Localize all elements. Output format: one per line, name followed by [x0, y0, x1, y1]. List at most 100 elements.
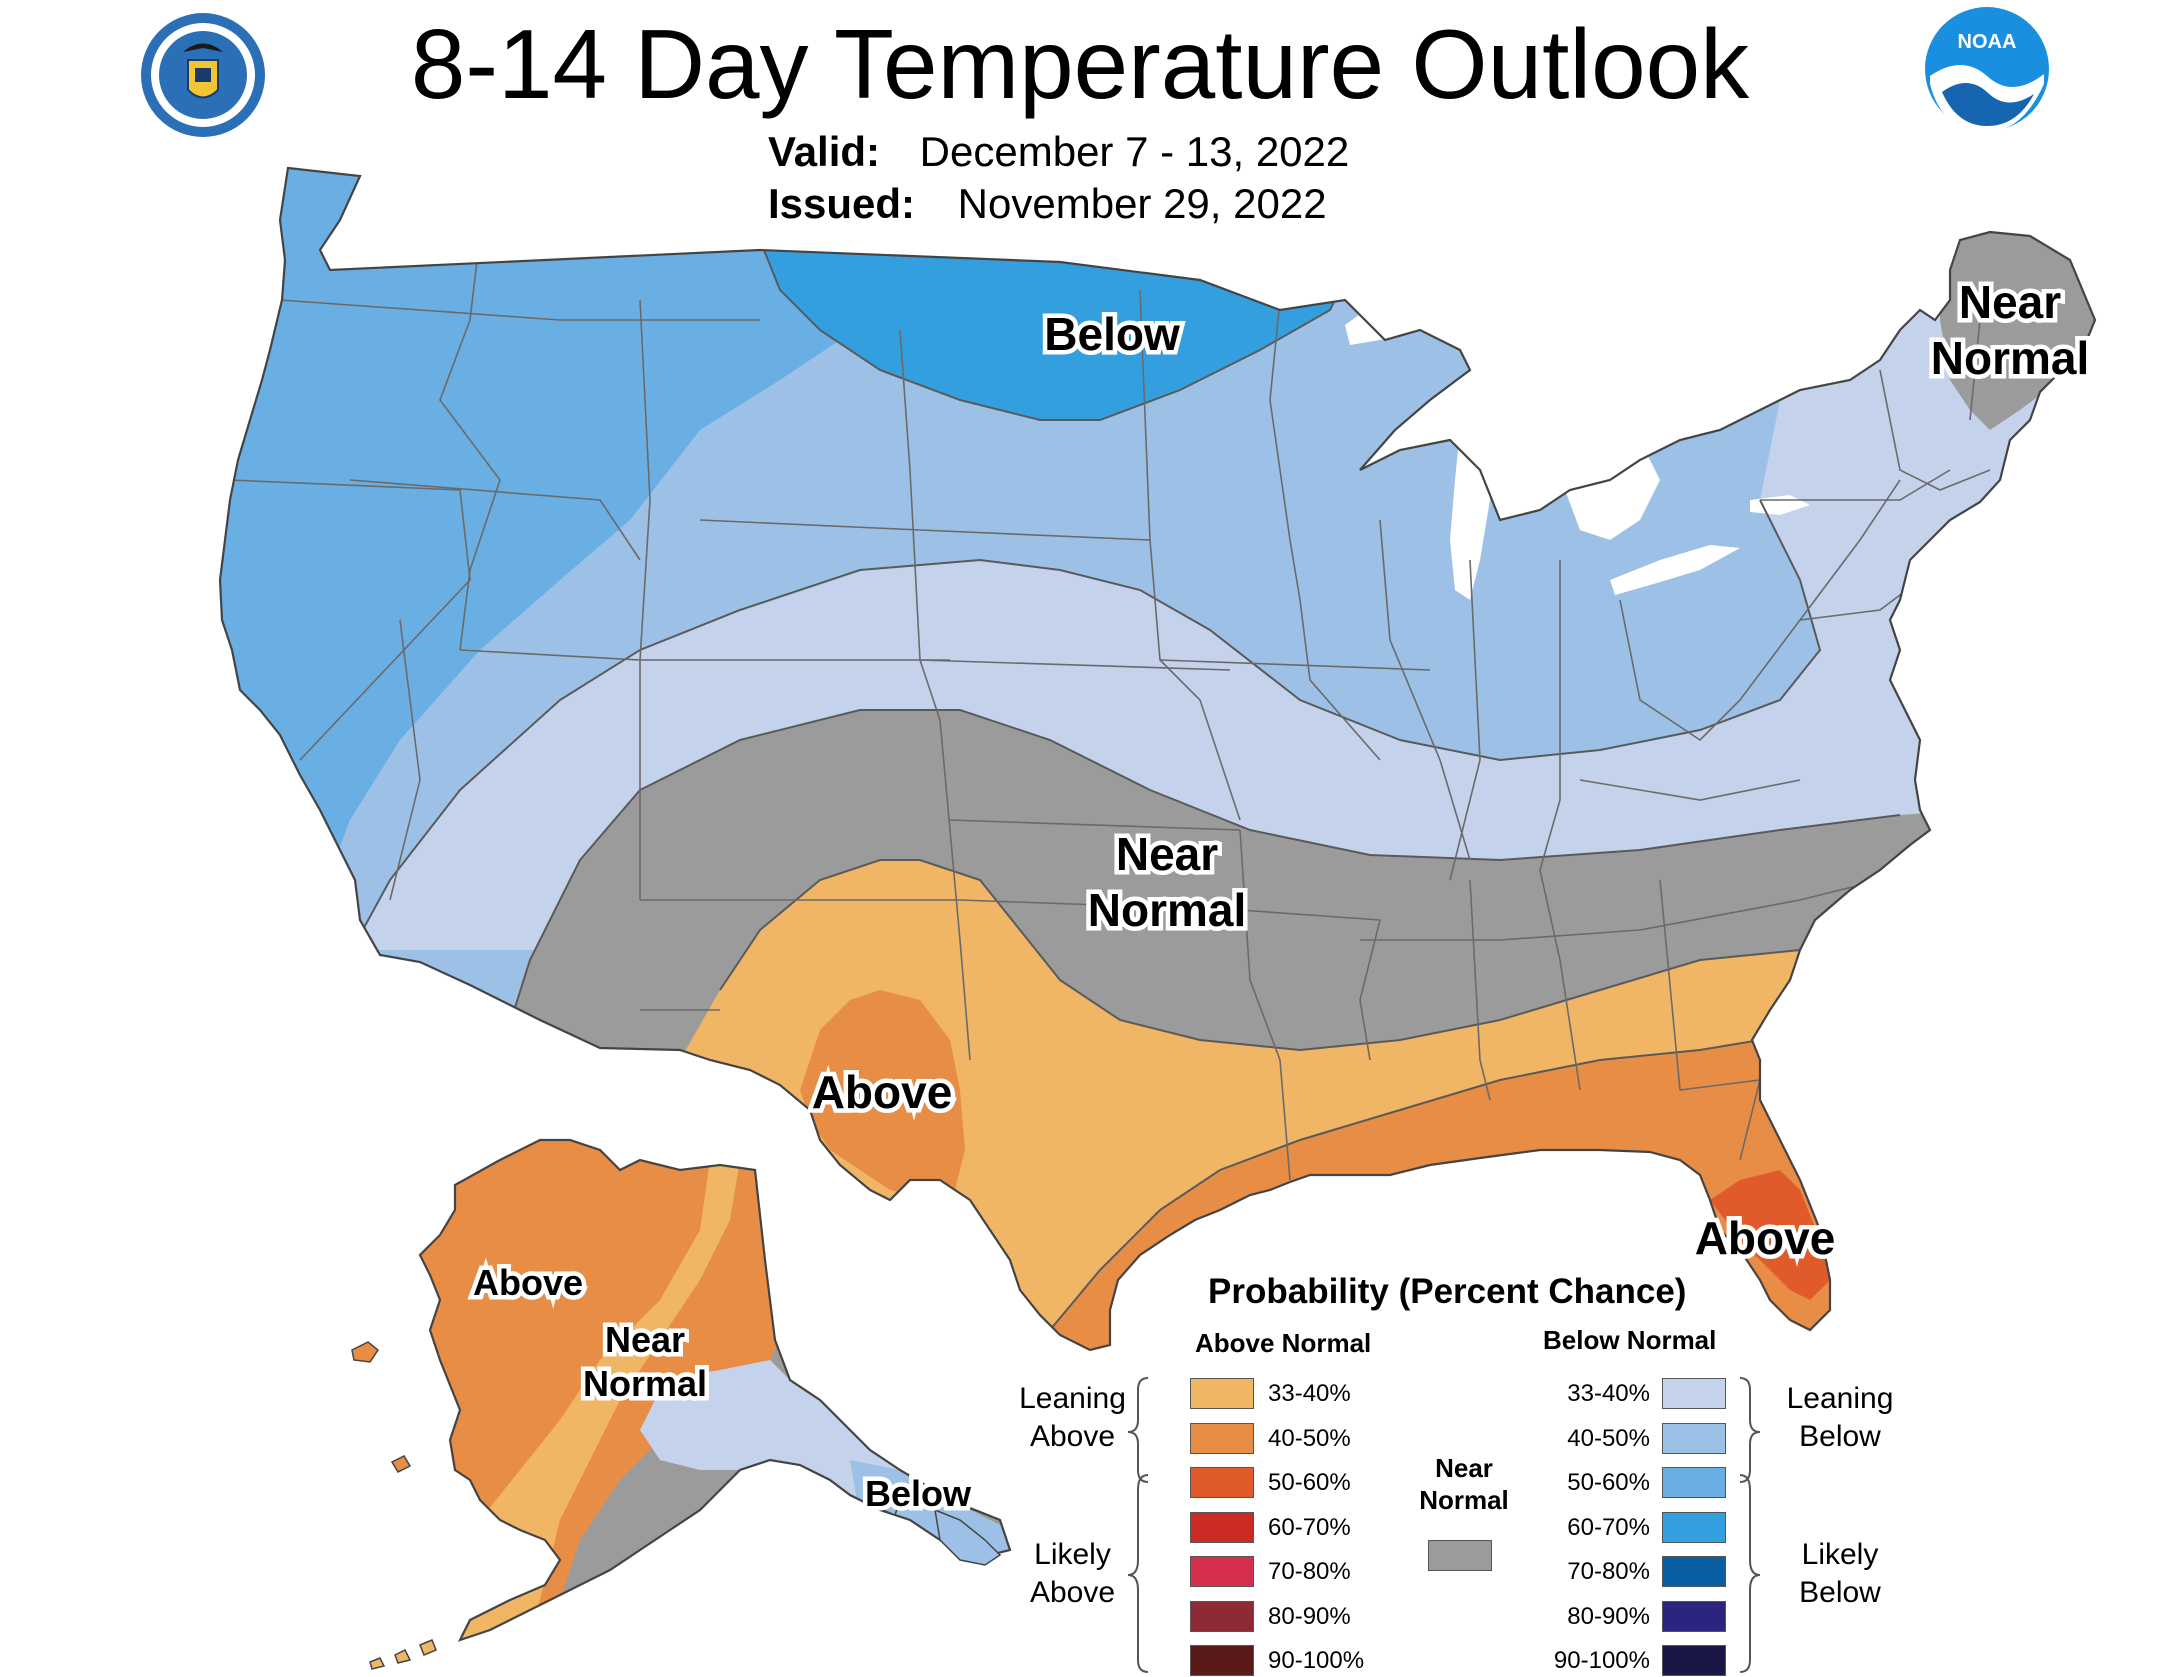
contour-above-40-coast: [1049, 1039, 1761, 1331]
island: [390, 1455, 412, 1473]
legend-title: Probability (Percent Chance): [1208, 1272, 1687, 1311]
issued-key: Issued:: [768, 180, 916, 227]
alaska-near-normal-label-line1: Near: [605, 1319, 685, 1360]
valid-value: December 7 - 13, 2022: [919, 128, 1350, 175]
legend-below-row: 33-40%: [0, 1378, 2160, 1410]
legend-above-row: 90-100%: [0, 1645, 2160, 1677]
legend-below-range-label: 50-60%: [1567, 1469, 1650, 1496]
band-below-50-60-west: [220, 168, 960, 1000]
legend-below-range-label: 40-50%: [1567, 1424, 1650, 1452]
contour-above-33: [719, 859, 1901, 1052]
legend-above-range-label: 40-50%: [1268, 1424, 1351, 1452]
band-above-50-60-florida: [1710, 1170, 1830, 1300]
legend-above-swatch: [1190, 1600, 1254, 1632]
legend-above-row: 80-90%: [0, 1600, 2160, 1633]
legend-leaning-above-line1: Leaning: [1019, 1382, 1126, 1415]
central-near-normal-label-line1: Near: [1116, 828, 1218, 880]
legend-leaning-above-line2: Above: [1029, 1420, 1116, 1453]
island: [351, 1341, 380, 1363]
page-title: 8-14 Day Temperature Outlook: [410, 9, 1750, 119]
valid-key: Valid:: [768, 128, 881, 175]
legend-near-normal-swatch: [1428, 1540, 1492, 1571]
legend-below-swatch: [1662, 1467, 1726, 1498]
ak-band-above-west: [420, 1140, 690, 1570]
alaska-above-label: Above: [473, 1262, 583, 1303]
noaa-logo: NOAA: [1922, 4, 2052, 134]
lake-erie: [1610, 545, 1740, 595]
legend-above-header: Above Normal: [1195, 1328, 1372, 1358]
brace-likely-above: [1127, 1474, 1149, 1673]
legend-below-row: 90-100%: [0, 1645, 2160, 1677]
alaska-near-normal-label-line2: Normal: [583, 1363, 707, 1404]
legend-likely-below-line2: Below: [1799, 1576, 1881, 1609]
legend-below-range-label: 80-90%: [1567, 1602, 1650, 1630]
legend-below-swatch: [1662, 1645, 1726, 1676]
legend-likely-below-label: Likely Below: [1770, 1536, 1910, 1612]
island: [877, 1488, 901, 1516]
legend-below-swatch: [1662, 1556, 1726, 1587]
legend-below-swatch: [1662, 1511, 1726, 1543]
region-labels: Below Near Normal Near Normal Above Abov…: [468, 272, 2093, 1519]
legend-near-line1: Near: [1435, 1453, 1493, 1483]
ne-near-normal-label-line2: Normal: [1931, 332, 2089, 384]
legend-above-swatch: [1190, 1378, 1254, 1409]
legend-above-range-label: 70-80%: [1268, 1558, 1351, 1585]
legend-braces: [1127, 1377, 1761, 1673]
brace-leaning-above: [1127, 1377, 1149, 1483]
island: [369, 1657, 386, 1670]
state-boundaries: [229, 234, 1991, 1181]
issued-date: Issued: November 29, 2022: [768, 180, 1327, 228]
valid-dates: Valid: December 7 - 13, 2022: [768, 128, 1349, 176]
contour-60-70: [759, 239, 1361, 421]
island: [419, 1639, 437, 1656]
alaska-islands: [351, 1341, 437, 1670]
florida-above-label: Above: [1695, 1212, 1836, 1264]
legend-above-row: 40-50%: [0, 1422, 2160, 1455]
legend-likely-above-line2: Above: [1029, 1576, 1116, 1609]
legend-likely-above-label: Likely Above: [1005, 1536, 1140, 1612]
legend-above-swatch: [1190, 1467, 1254, 1498]
legend-above-range-label: 33-40%: [1268, 1380, 1351, 1407]
legend-below-row: 70-80%: [0, 1556, 2160, 1588]
legend-below-swatch: [1662, 1600, 1726, 1632]
band-contours: [329, 239, 1901, 1331]
legend-below-range-label: 90-100%: [1553, 1647, 1650, 1674]
legend-above-range-label: 60-70%: [1268, 1513, 1351, 1541]
legend-near-normal-label: Near Normal: [1400, 1452, 1528, 1516]
contour-near-normal-top: [499, 709, 1901, 1056]
legend-below-row: 60-70%: [0, 1511, 2160, 1544]
legend-below-range-label: 70-80%: [1567, 1558, 1650, 1585]
legend-leaning-below-label: Leaning Below: [1770, 1380, 1910, 1456]
island: [394, 1648, 412, 1664]
ne-near-normal-label-line1: Near: [1959, 276, 2061, 328]
legend-above-range-label: 50-60%: [1268, 1469, 1351, 1496]
legend-likely-above-line1: Likely: [1034, 1538, 1111, 1571]
legend-below-swatch: [1662, 1422, 1726, 1454]
legend-leaning-below-line2: Below: [1799, 1420, 1881, 1453]
legend-above-range-label: 80-90%: [1268, 1602, 1351, 1630]
legend-below-range-label: 33-40%: [1567, 1380, 1650, 1407]
legend-near-line2: Normal: [1419, 1485, 1509, 1515]
conus-below-label: Below: [1044, 308, 1180, 360]
brace-likely-below: [1739, 1474, 1761, 1673]
legend-below-row: 40-50%: [0, 1422, 2160, 1455]
legend-below-row: 80-90%: [0, 1600, 2160, 1633]
brace-leaning-below: [1739, 1377, 1761, 1483]
legend-above-swatch: [1190, 1422, 1254, 1454]
legend-likely-below-line1: Likely: [1801, 1538, 1879, 1571]
legend-above-range-label: 90-100%: [1268, 1647, 1365, 1674]
issued-value: November 29, 2022: [957, 180, 1327, 227]
contour-below-33: [329, 499, 1822, 991]
legend-above-swatch: [1190, 1511, 1254, 1543]
band-above-40-50-texas: [800, 990, 965, 1200]
noaa-logo-text: NOAA: [1958, 31, 2017, 53]
legend-above-row: 60-70%: [0, 1511, 2160, 1544]
texas-above-label: Above: [812, 1066, 953, 1118]
commerce-seal-logo: [138, 10, 268, 140]
island: [934, 1508, 1002, 1566]
legend-leaning-below-line1: Leaning: [1786, 1382, 1894, 1415]
alaska-panhandle-islands: [877, 1488, 1002, 1566]
legend-above-swatch: [1190, 1556, 1254, 1587]
legend-above-row: 33-40%: [0, 1378, 2160, 1410]
